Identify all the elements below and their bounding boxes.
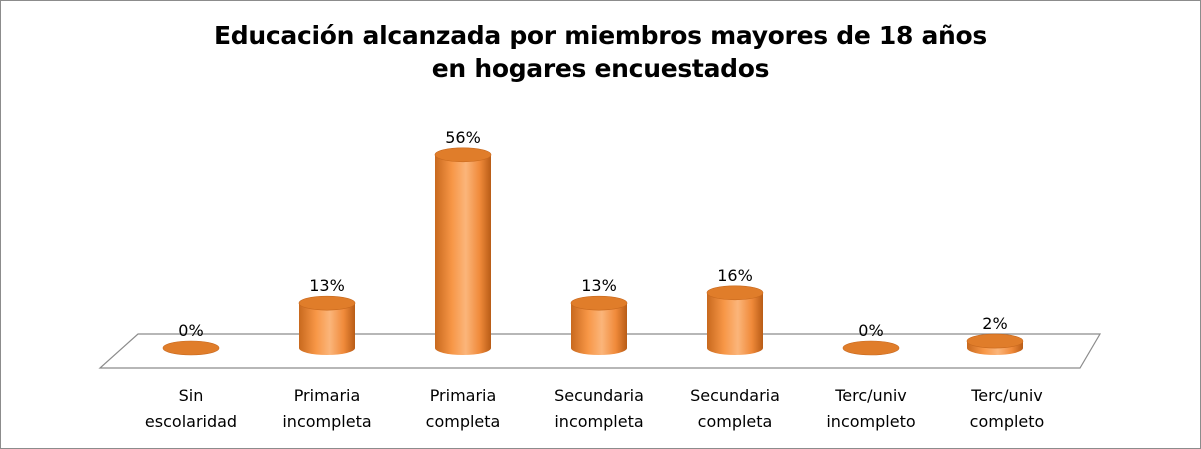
chart-floor bbox=[98, 333, 1102, 369]
category-label: Terc/univ completo bbox=[970, 386, 1045, 431]
chart-title: Educación alcanzada por miembros mayores… bbox=[1, 19, 1200, 85]
bar-top bbox=[298, 295, 356, 311]
bar-top bbox=[706, 285, 764, 301]
bar-7 bbox=[966, 333, 1024, 355]
bar-body bbox=[707, 292, 763, 355]
data-label: 16% bbox=[717, 266, 753, 285]
bar-top bbox=[966, 333, 1024, 349]
bar-body bbox=[571, 303, 627, 355]
bar-5 bbox=[706, 285, 764, 355]
bar-2 bbox=[298, 295, 356, 355]
category-label: Secundaria completa bbox=[690, 386, 780, 431]
data-label: 0% bbox=[178, 321, 203, 340]
bar-6 bbox=[842, 340, 900, 356]
data-label: 13% bbox=[309, 276, 345, 295]
bar-top bbox=[162, 340, 220, 356]
bar-4 bbox=[570, 295, 628, 355]
bar-body bbox=[299, 303, 355, 355]
category-label: Primaria incompleta bbox=[282, 386, 371, 431]
bar-series bbox=[162, 147, 1024, 356]
data-label: 0% bbox=[858, 321, 883, 340]
category-label: Terc/univ incompleto bbox=[826, 386, 915, 431]
bar-3 bbox=[434, 147, 492, 355]
bar-1 bbox=[162, 340, 220, 356]
bar-top bbox=[434, 147, 492, 163]
data-labels: 0% 13% 56% 13% 16% 0% 2% bbox=[178, 128, 1007, 340]
category-labels: Sin escolaridad Primaria incompleta Primaria… bbox=[145, 386, 1044, 431]
category-label: Secundaria incompleta bbox=[554, 386, 644, 431]
chart-title-line-2: en hogares encuestados bbox=[431, 54, 770, 83]
bar-top bbox=[842, 340, 900, 356]
data-label: 13% bbox=[581, 276, 617, 295]
bar-top bbox=[570, 295, 628, 311]
category-label: Primaria completa bbox=[426, 386, 501, 431]
data-label: 2% bbox=[982, 314, 1007, 333]
bar-body bbox=[435, 154, 491, 355]
category-label: Sin escolaridad bbox=[145, 386, 237, 431]
chart-title-line-1: Educación alcanzada por miembros mayores… bbox=[213, 21, 988, 50]
data-label: 56% bbox=[445, 128, 481, 147]
